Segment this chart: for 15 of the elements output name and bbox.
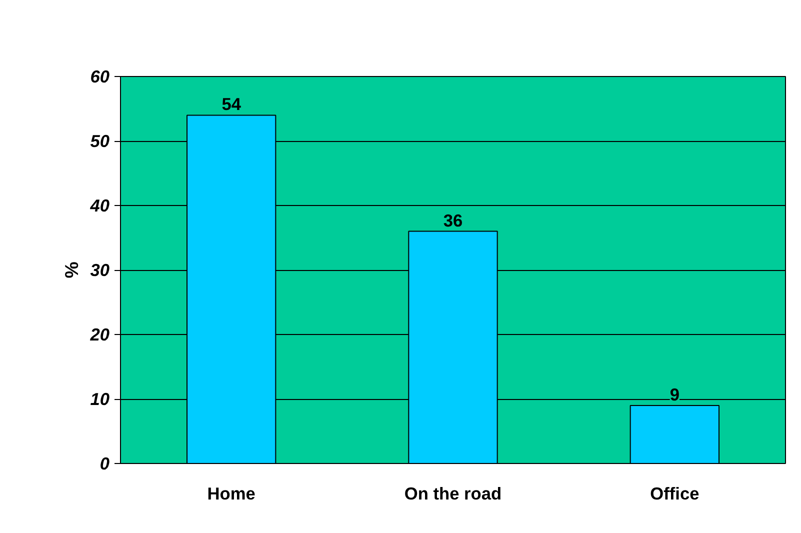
y-tick-label: 20 [89, 324, 110, 344]
data-label: 54 [222, 94, 242, 114]
y-tick-label: 50 [90, 131, 110, 151]
x-tick-label: Home [207, 484, 256, 504]
bar [630, 404, 720, 464]
y-tick-label: 10 [90, 389, 110, 409]
data-label: 9 [670, 384, 680, 404]
y-tick-label: 60 [90, 66, 110, 86]
y-tick-label: 40 [89, 196, 110, 216]
y-tick-label: 30 [90, 260, 110, 280]
x-tick-label: On the road [404, 484, 502, 504]
x-tick-label: Office [650, 484, 700, 504]
y-axis-title: % [61, 261, 82, 278]
y-tick-label: 0 [100, 454, 110, 474]
data-label: 36 [443, 210, 463, 230]
